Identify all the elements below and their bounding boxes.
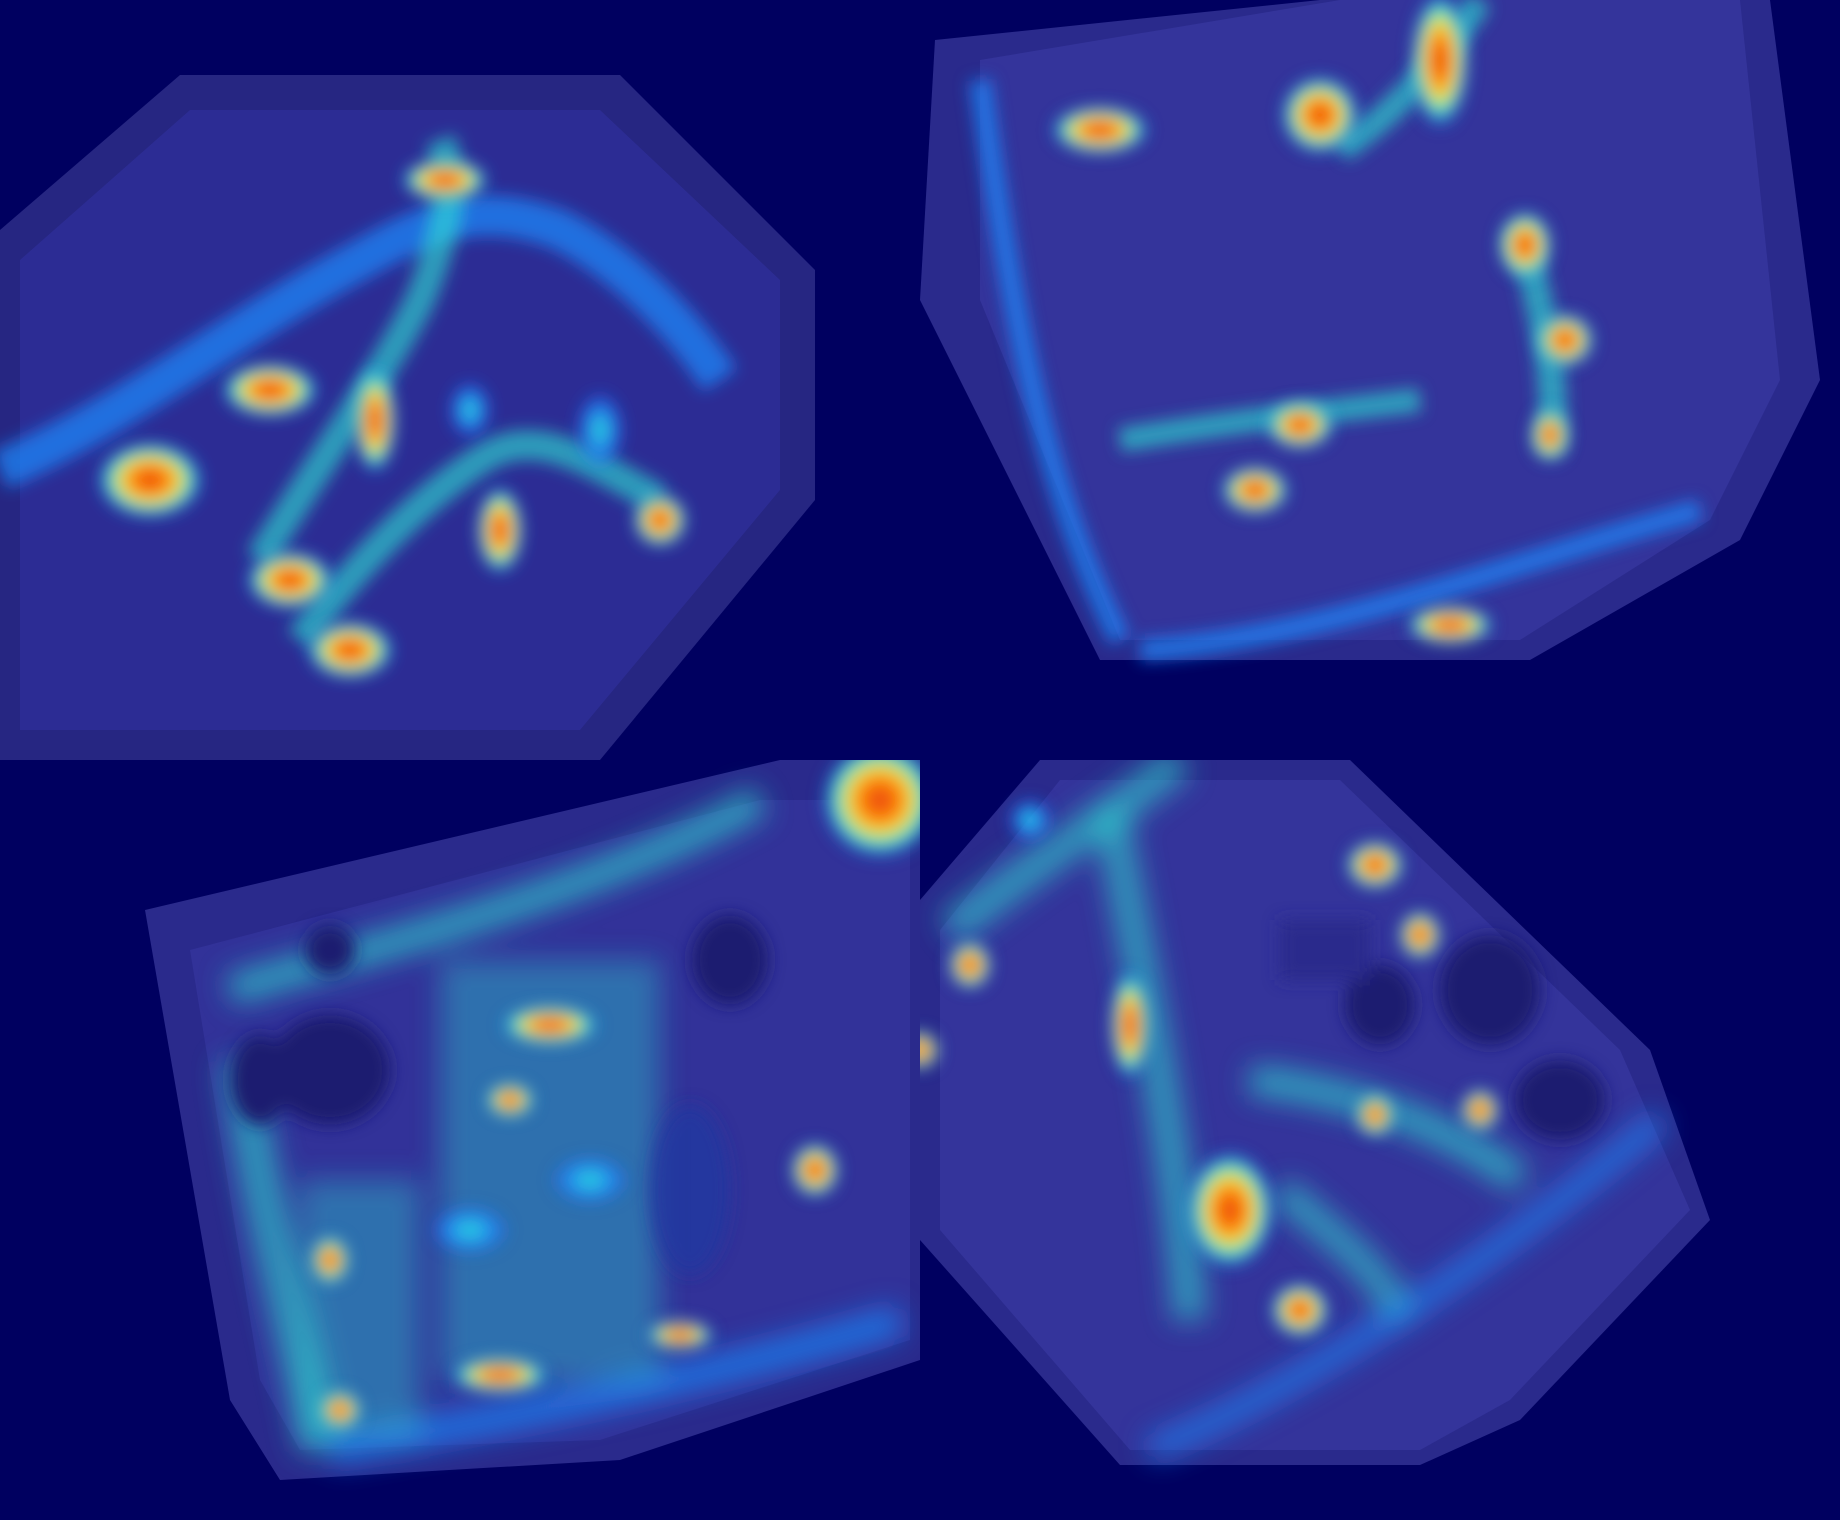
heat-hotspots: [310, 760, 920, 1430]
heatmap-panel-bottom-right: [920, 760, 1840, 1520]
heat-dark-obstacles: [230, 915, 768, 1275]
heatmap-panel-top-right: [920, 0, 1840, 760]
heat-trails: [939, 760, 1668, 1462]
heatmap-panel-bottom-left: [0, 760, 920, 1520]
heat-hotspots: [920, 798, 1500, 1338]
heat-hotspots: [95, 158, 688, 680]
heat-dark-obstacles: [1280, 920, 1605, 1140]
heat-hotspots: [1050, 0, 1595, 645]
heatmap-panel-top-left: [0, 0, 920, 760]
